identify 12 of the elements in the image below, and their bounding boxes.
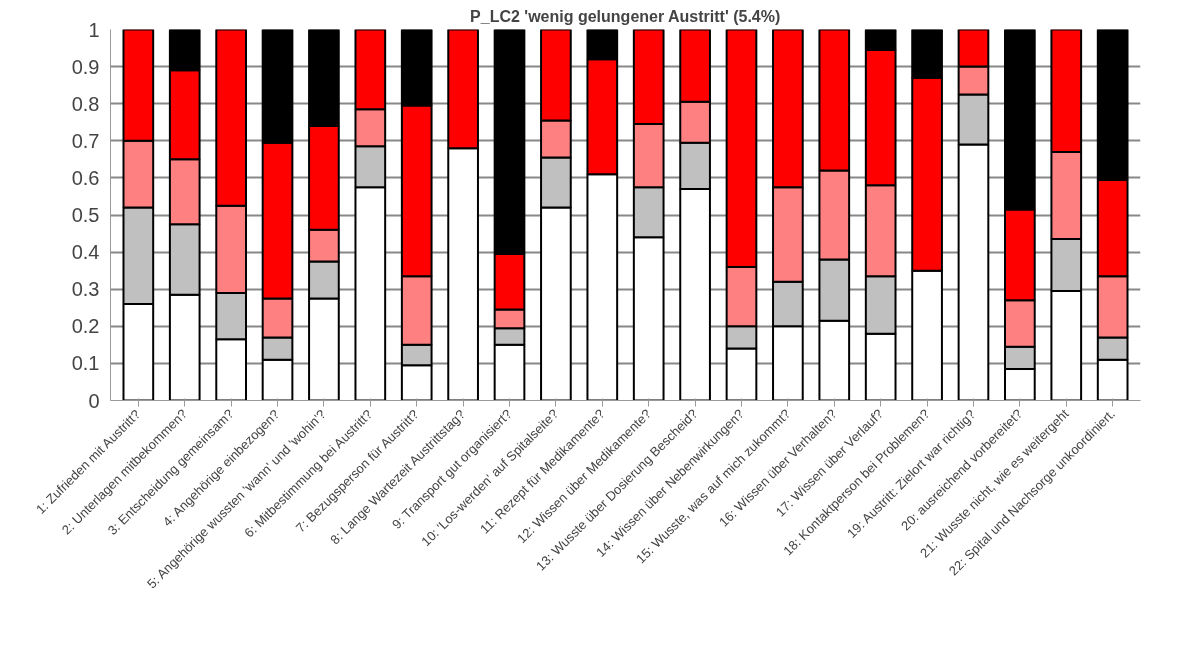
y-tick-label: 1 bbox=[88, 18, 100, 41]
y-tick-label: 0.9 bbox=[71, 55, 100, 78]
chart-title: P_LC2 'wenig gelungener Austritt' (5.4%) bbox=[470, 7, 781, 25]
y-tick-label: 0.6 bbox=[71, 166, 100, 189]
y-tick-label: 0.3 bbox=[71, 278, 100, 301]
y-tick-label: 0.1 bbox=[71, 352, 100, 375]
y-tick-label: 0.4 bbox=[71, 241, 100, 264]
y-tick-label: 0.7 bbox=[71, 129, 100, 152]
y-tick-label: 0.8 bbox=[71, 92, 100, 115]
y-tick-label: 0.5 bbox=[71, 204, 100, 226]
y-tick-label: 0.2 bbox=[71, 315, 100, 338]
y-tick-label: 0 bbox=[88, 389, 100, 412]
